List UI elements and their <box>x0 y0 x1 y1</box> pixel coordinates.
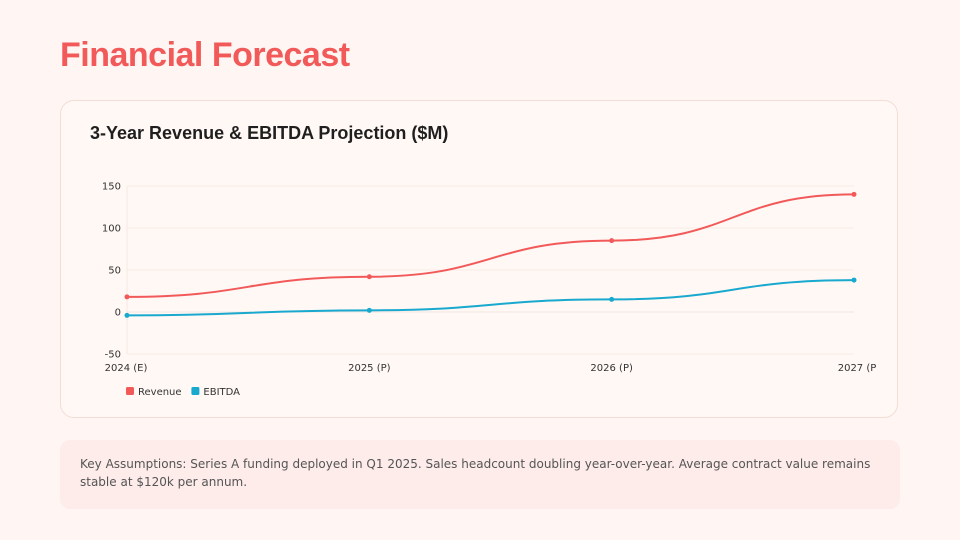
page-title: Financial Forecast <box>60 36 350 74</box>
y-tick-label: 50 <box>108 266 121 277</box>
data-point-ebitda <box>609 296 615 302</box>
legend-swatch-ebitda <box>191 387 200 395</box>
x-tick-label: 2026 (P) <box>590 363 633 374</box>
y-tick-label: 150 <box>102 182 121 193</box>
x-tick-label: 2024 (E) <box>105 363 148 374</box>
data-point-ebitda <box>851 277 857 283</box>
x-tick-label: 2027 (P <box>838 363 877 374</box>
data-point-ebitda <box>124 312 130 318</box>
data-point-revenue <box>124 294 130 300</box>
data-point-revenue <box>366 274 372 280</box>
series-line-revenue <box>126 193 855 298</box>
chart-card: 3-Year Revenue & EBITDA Projection ($M) … <box>60 100 898 418</box>
legend-label-revenue: Revenue <box>138 387 182 398</box>
y-tick-label: -50 <box>105 350 121 361</box>
data-point-revenue <box>851 191 857 197</box>
data-point-revenue <box>609 238 615 244</box>
x-tick-label: 2025 (P) <box>348 363 391 374</box>
chart-title: 3-Year Revenue & EBITDA Projection ($M) <box>90 123 449 143</box>
y-tick-label: 0 <box>115 308 121 319</box>
key-assumptions-note: Key Assumptions: Series A funding deploy… <box>60 440 900 509</box>
legend-swatch-revenue <box>126 387 134 395</box>
legend-label-ebitda: EBITDA <box>203 387 240 398</box>
y-tick-label: 100 <box>102 224 121 235</box>
series-line-ebitda <box>126 279 855 317</box>
line-chart: 150 100 50 0 -50 2024 (E) 2025 (P) 2026 (P) 2027… <box>102 182 877 399</box>
data-point-ebitda <box>366 307 372 313</box>
